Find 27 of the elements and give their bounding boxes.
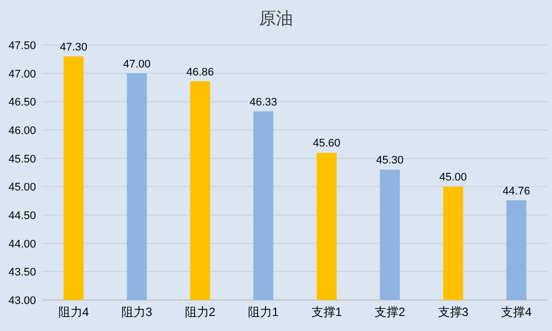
x-tick-label: 支撑3 (438, 305, 469, 319)
y-tick-label: 45.00 (8, 182, 36, 194)
data-label: 47.30 (60, 41, 88, 54)
x-tick-label: 支撑4 (501, 305, 532, 319)
chart-title: 原油 (259, 9, 293, 28)
data-label: 45.30 (376, 154, 404, 167)
y-tick-label: 45.50 (8, 153, 36, 166)
data-label: 44.76 (502, 185, 530, 198)
y-tick-label: 46.00 (8, 125, 36, 137)
y-tick-label: 44.00 (8, 238, 36, 250)
x-tick-label: 阻力3 (122, 305, 153, 319)
data-label: 45.60 (312, 138, 340, 150)
x-tick-label: 阻力4 (58, 305, 90, 319)
x-tick-label: 阻力1 (248, 305, 280, 319)
x-tick-label: 阻力2 (184, 305, 216, 319)
x-tick-label: 支撑2 (374, 305, 406, 319)
data-label: 47.00 (123, 58, 151, 70)
y-tick-label: 47.00 (8, 68, 36, 80)
x-tick-label: 支撑1 (311, 305, 342, 319)
y-tick-label: 43.50 (8, 266, 36, 279)
y-tick-label: 43.00 (8, 295, 36, 307)
y-tick-label: 46.50 (8, 96, 36, 109)
data-label: 46.86 (186, 66, 214, 78)
data-label: 45.00 (439, 172, 467, 184)
y-tick-label: 47.50 (8, 40, 36, 52)
y-tick-label: 44.50 (8, 210, 36, 222)
data-label: 46.33 (250, 96, 278, 108)
